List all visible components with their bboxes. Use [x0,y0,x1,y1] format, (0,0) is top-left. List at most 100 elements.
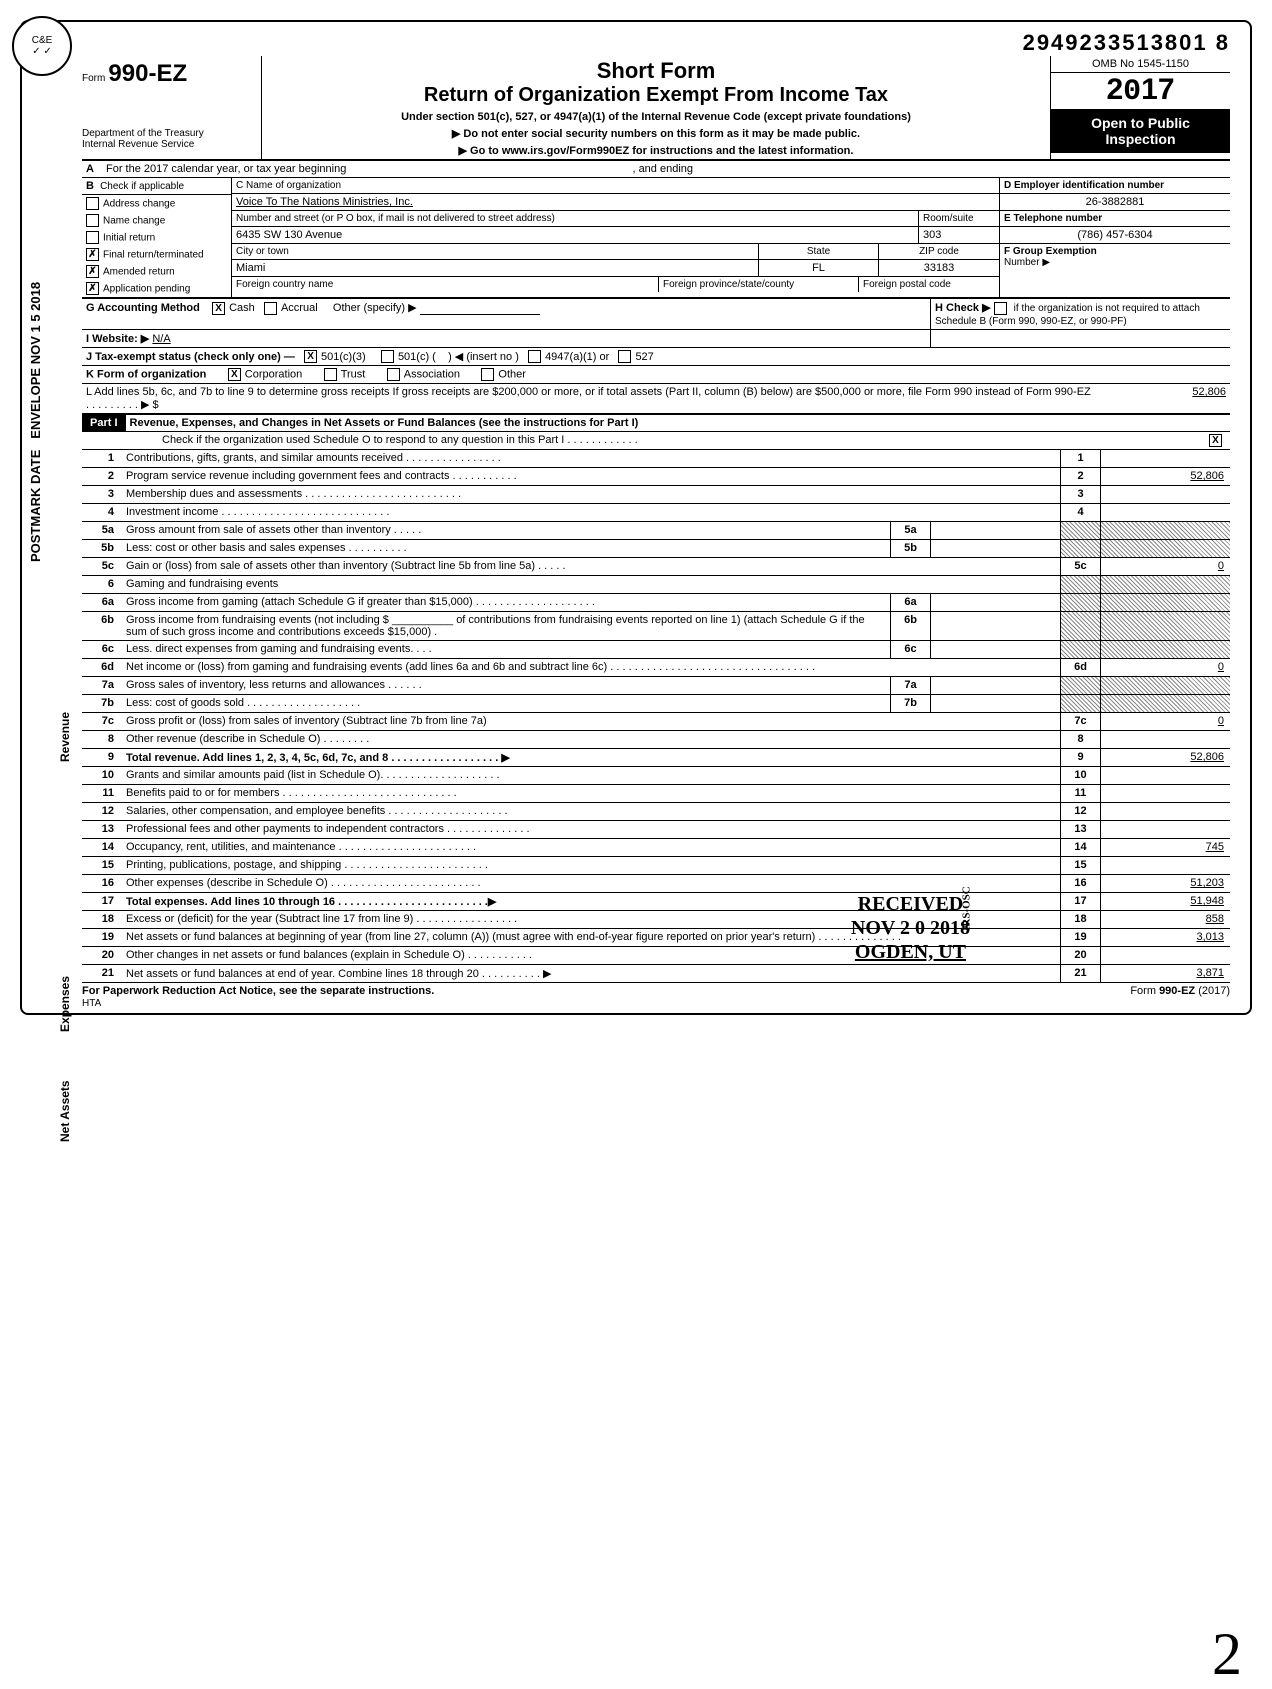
e-value: (786) 457-6304 [1000,227,1230,244]
b-checkbox-0[interactable] [86,197,99,210]
b-item-4: ✗Amended return [82,263,231,280]
line-21: 21Net assets or fund balances at end of … [82,965,1230,983]
part1-checkbox[interactable]: X [1209,434,1222,447]
line-17: 17Total expenses. Add lines 10 through 1… [82,893,1230,911]
line-6b: 6bGross income from fundraising events (… [82,612,1230,641]
line-5c: 5cGain or (loss) from sale of assets oth… [82,558,1230,576]
form-number: 990-EZ [108,60,187,87]
g-accrual: Accrual [281,302,318,314]
h-label: H Check ▶ [935,302,991,314]
i-value: N/A [152,333,170,345]
line-6a: 6aGross income from gaming (attach Sched… [82,594,1230,612]
line-8: 8Other revenue (describe in Schedule O) … [82,731,1230,749]
b-checkbox-1[interactable] [86,214,99,227]
c-city: Miami [232,260,759,276]
line-6c: 6cLess. direct expenses from gaming and … [82,641,1230,659]
c-foreign-postal-label: Foreign postal code [859,277,999,292]
line-13: 13Professional fees and other payments t… [82,821,1230,839]
title-return: Return of Organization Exempt From Incom… [270,84,1042,107]
line-20: 20Other changes in net assets or fund ba… [82,947,1230,965]
g-other: Other (specify) ▶ [333,302,417,314]
k-assoc-checkbox[interactable] [387,368,400,381]
form-page: C&E ✓ ✓ POSTMARK DATE ENVELOPE NOV 1 5 2… [20,20,1252,1015]
line-10: 10Grants and similar amounts paid (list … [82,767,1230,785]
line-9: 9Total revenue. Add lines 1, 2, 3, 4, 5c… [82,749,1230,767]
line-1: 1Contributions, gifts, grants, and simil… [82,450,1230,468]
d-label: D Employer identification number [1004,180,1164,191]
b-item-5: ✗Application pending [82,280,231,297]
line-a-ending: , and ending [632,163,693,175]
section-label-revenue: Revenue [58,712,72,762]
k-corp-checkbox[interactable]: X [228,368,241,381]
line-11: 11Benefits paid to or for members . . . … [82,785,1230,803]
part1-title: Revenue, Expenses, and Changes in Net As… [130,417,639,429]
g-accrual-checkbox[interactable] [264,302,277,315]
part1-header: Part I [82,415,126,431]
j-501c-checkbox[interactable] [381,350,394,363]
e-label: E Telephone number [1004,213,1102,224]
g-cash-checkbox[interactable]: X [212,302,225,315]
b-checkbox-3[interactable]: ✗ [86,248,99,261]
line-4: 4Investment income . . . . . . . . . . .… [82,504,1230,522]
line-5b: 5bLess: cost or other basis and sales ex… [82,540,1230,558]
line-16: 16Other expenses (describe in Schedule O… [82,875,1230,893]
j-4947: 4947(a)(1) or [545,351,609,363]
signature-mark: 2 [1212,1620,1242,1689]
b-checkbox-4[interactable]: ✗ [86,265,99,278]
h-checkbox[interactable] [994,302,1007,315]
irs-label: Internal Revenue Service [82,139,257,150]
dln-number: 2949233513801 8 [1023,30,1230,56]
c-zip: 33183 [879,260,999,276]
j-4947-checkbox[interactable] [528,350,541,363]
c-room: 303 [919,227,999,243]
c-state: FL [759,260,879,276]
b-item-0: Address change [82,195,231,212]
k-label: K Form of organization [86,369,206,381]
c-addr-label: Number and street (or P O box, if mail i… [232,211,919,226]
j-527: 527 [635,351,653,363]
line-19: 19Net assets or fund balances at beginni… [82,929,1230,947]
subtitle-2: ▶ Do not enter social security numbers o… [270,127,1042,140]
form-prefix: Form [82,73,105,84]
j-527-checkbox[interactable] [618,350,631,363]
received-stamp: RECEIVED NOV 2 0 2018 OGDEN, UT IRS-OSC [851,892,970,964]
k-other-checkbox[interactable] [481,368,494,381]
j-insert: ) ◀ (insert no ) [448,351,519,363]
line-5a: 5aGross amount from sale of assets other… [82,522,1230,540]
stamp-top: C&E [32,35,53,46]
c-room-label: Room/suite [919,211,999,226]
line-7a: 7aGross sales of inventory, less returns… [82,677,1230,695]
k-corp: Corporation [245,369,302,381]
b-item-3: ✗Final return/terminated [82,246,231,263]
title-short-form: Short Form [270,58,1042,84]
g-cash: Cash [229,302,255,314]
j-501c3-checkbox[interactable]: X [304,350,317,363]
b-item-2: Initial return [82,229,231,246]
c-state-label: State [759,244,879,259]
envelope-postmark-side: POSTMARK DATE ENVELOPE NOV 1 5 2018 [28,282,43,562]
j-501c3: 501(c)(3) [321,351,366,363]
l-text: L Add lines 5b, 6c, and 7b to line 9 to … [82,384,1100,413]
g-label: G Accounting Method [86,302,200,314]
b-checkbox-5[interactable]: ✗ [86,282,99,295]
line-15: 15Printing, publications, postage, and s… [82,857,1230,875]
part1-check-text: Check if the organization used Schedule … [82,432,1205,449]
line-7c: 7cGross profit or (loss) from sales of i… [82,713,1230,731]
j-501c: 501(c) ( [398,351,436,363]
j-label: J Tax-exempt status (check only one) — [86,351,295,363]
c-foreign-country-label: Foreign country name [232,277,659,292]
line-6d: 6dNet income or (loss) from gaming and f… [82,659,1230,677]
k-trust: Trust [341,369,366,381]
line-2: 2Program service revenue including gover… [82,468,1230,486]
b-checkbox-2[interactable] [86,231,99,244]
line-14: 14Occupancy, rent, utilities, and mainte… [82,839,1230,857]
line-12: 12Salaries, other compensation, and empl… [82,803,1230,821]
line-7b: 7bLess: cost of goods sold . . . . . . .… [82,695,1230,713]
footer-right: Form 990-EZ (2017) [1130,985,1230,1009]
c-city-label: City or town [232,244,759,259]
i-label: I Website: ▶ [86,333,149,345]
section-label-netassets: Net Assets [58,1080,72,1142]
k-trust-checkbox[interactable] [324,368,337,381]
c-name-label: C Name of organization [232,178,345,193]
line-a-label: A [82,161,102,177]
